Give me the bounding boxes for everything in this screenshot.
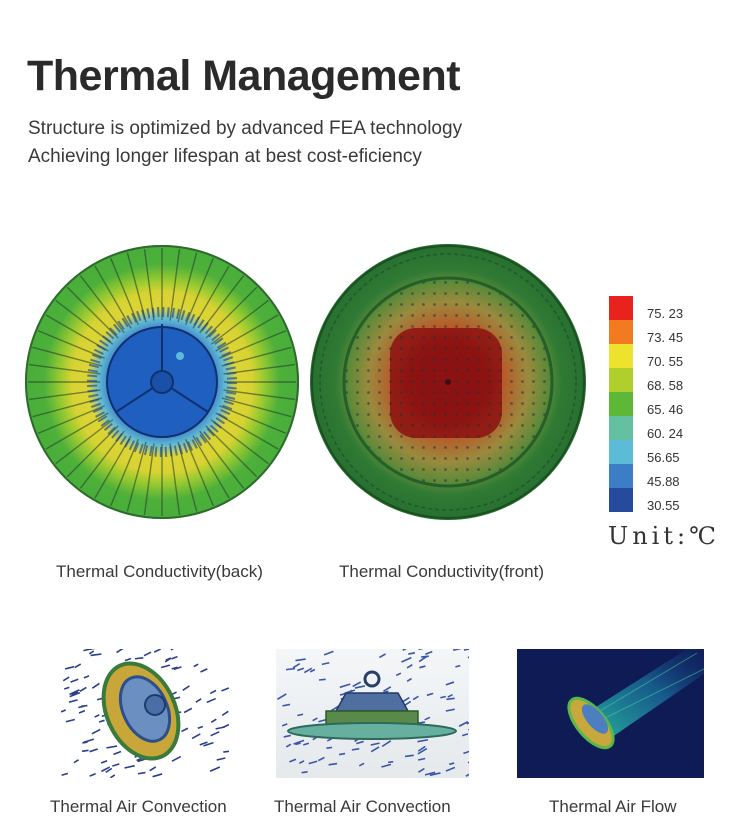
legend-label: 73. 45 — [647, 330, 684, 345]
legend-label: 68. 58 — [647, 378, 684, 393]
legend-swatch — [609, 488, 633, 512]
caption-air-flow: Thermal Air Flow — [549, 797, 677, 816]
subtitle-line-2: Achieving longer lifespan at best cost-e… — [28, 146, 422, 167]
caption-air-convection-2: Thermal Air Convection — [274, 797, 451, 816]
legend-swatch — [609, 392, 633, 416]
caption-conductivity-front: Thermal Conductivity(front) — [339, 562, 545, 581]
legend-swatch — [609, 368, 633, 392]
legend-label: 65. 46 — [647, 402, 684, 417]
air-convection-image-2 — [276, 649, 469, 778]
legend-swatch — [609, 464, 633, 488]
legend-label: 60. 24 — [647, 426, 684, 441]
legend-swatch — [609, 320, 633, 344]
legend-swatch — [609, 440, 633, 464]
thermal-front-image — [310, 244, 586, 520]
legend-label: 75. 23 — [647, 306, 684, 321]
legend-color-bar — [609, 296, 633, 512]
legend-label: 45.88 — [647, 474, 680, 489]
air-flow-image — [517, 649, 704, 778]
caption-air-convection-1: Thermal Air Convection — [50, 797, 227, 816]
legend-label: 56.65 — [647, 450, 680, 465]
legend-unit: Unit:℃ — [608, 522, 720, 550]
legend-swatch — [609, 416, 633, 440]
page-title: Thermal Management — [27, 52, 461, 100]
legend-label: 70. 55 — [647, 354, 684, 369]
legend-swatch — [609, 296, 633, 320]
subtitle-line-1: Structure is optimized by advanced FEA t… — [28, 118, 463, 139]
air-convection-image-1 — [61, 649, 229, 778]
thermal-back-image — [25, 245, 299, 519]
legend-swatch — [609, 344, 633, 368]
legend-label: 30.55 — [647, 498, 680, 513]
caption-conductivity-back: Thermal Conductivity(back) — [56, 562, 263, 581]
